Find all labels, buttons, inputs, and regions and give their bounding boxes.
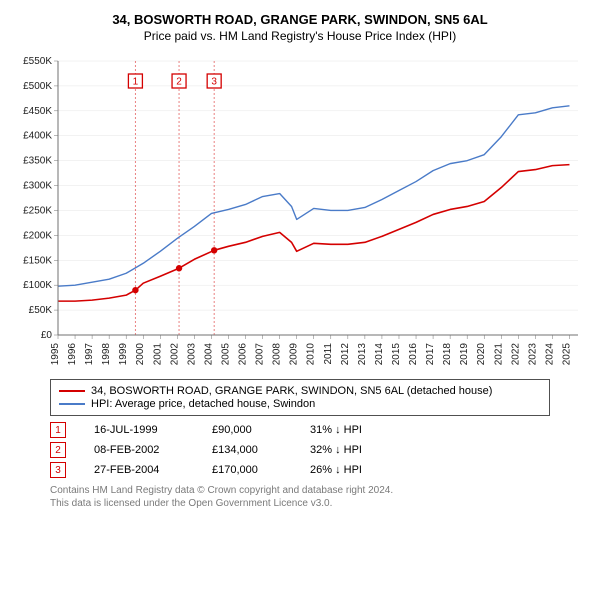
svg-text:2016: 2016: [408, 343, 419, 366]
svg-text:£100K: £100K: [23, 280, 52, 291]
svg-text:2020: 2020: [476, 343, 487, 366]
sale-date: 16-JUL-1999: [94, 424, 184, 436]
svg-text:1: 1: [133, 77, 139, 88]
svg-text:2015: 2015: [391, 343, 402, 366]
footer-line-1: Contains HM Land Registry data © Crown c…: [50, 484, 550, 497]
legend-swatch: [59, 403, 85, 405]
svg-text:2007: 2007: [255, 343, 266, 366]
svg-text:£400K: £400K: [23, 131, 52, 142]
svg-text:2008: 2008: [272, 343, 283, 366]
svg-text:2014: 2014: [374, 343, 385, 366]
sales-table: 1 16-JUL-1999 £90,000 31% ↓ HPI 2 08-FEB-2002…: [50, 422, 550, 478]
legend-label: HPI: Average price, detached house, Swin…: [91, 398, 315, 410]
svg-text:2023: 2023: [527, 343, 538, 366]
svg-text:£300K: £300K: [23, 181, 52, 192]
svg-text:£350K: £350K: [23, 156, 52, 167]
sale-row: 1 16-JUL-1999 £90,000 31% ↓ HPI: [50, 422, 550, 438]
sale-diff: 26% ↓ HPI: [310, 464, 390, 476]
svg-text:2012: 2012: [340, 343, 351, 366]
svg-text:£550K: £550K: [23, 56, 52, 67]
svg-text:£150K: £150K: [23, 255, 52, 266]
svg-text:2001: 2001: [152, 343, 163, 366]
sale-diff: 32% ↓ HPI: [310, 444, 390, 456]
svg-text:1996: 1996: [67, 343, 78, 366]
sale-marker: 3: [50, 462, 66, 478]
svg-text:£200K: £200K: [23, 230, 52, 241]
svg-text:2004: 2004: [203, 343, 214, 366]
svg-text:2003: 2003: [186, 343, 197, 366]
svg-text:£500K: £500K: [23, 81, 52, 92]
sale-date: 08-FEB-2002: [94, 444, 184, 456]
sale-price: £170,000: [212, 464, 282, 476]
line-chart: 1 2 3 £0 £50K £100K £150K £200K £250K £300K £350K £…: [10, 51, 590, 371]
svg-text:1997: 1997: [84, 343, 95, 366]
chart-title: 34, BOSWORTH ROAD, GRANGE PARK, SWINDON,…: [10, 12, 590, 27]
legend-label: 34, BOSWORTH ROAD, GRANGE PARK, SWINDON,…: [91, 385, 492, 397]
sale-marker: 2: [50, 442, 66, 458]
svg-text:1998: 1998: [101, 343, 112, 366]
sale-diff: 31% ↓ HPI: [310, 424, 390, 436]
svg-text:2021: 2021: [493, 343, 504, 366]
chart-subtitle: Price paid vs. HM Land Registry's House …: [10, 29, 590, 43]
sale-row: 3 27-FEB-2004 £170,000 26% ↓ HPI: [50, 462, 550, 478]
sale-date: 27-FEB-2004: [94, 464, 184, 476]
svg-text:£250K: £250K: [23, 205, 52, 216]
svg-text:2025: 2025: [561, 343, 572, 366]
chart-container: 1 2 3 £0 £50K £100K £150K £200K £250K £300K £350K £…: [10, 51, 590, 371]
svg-text:2011: 2011: [323, 343, 334, 365]
footer-attribution: Contains HM Land Registry data © Crown c…: [50, 484, 550, 510]
svg-text:2000: 2000: [135, 343, 146, 366]
svg-text:£50K: £50K: [29, 305, 53, 316]
svg-text:2013: 2013: [357, 343, 368, 366]
sale-price: £134,000: [212, 444, 282, 456]
svg-text:1999: 1999: [118, 343, 129, 366]
svg-text:2017: 2017: [425, 343, 436, 366]
legend-item: 34, BOSWORTH ROAD, GRANGE PARK, SWINDON,…: [59, 385, 541, 397]
svg-text:3: 3: [211, 77, 217, 88]
svg-text:£0: £0: [41, 330, 53, 341]
sale-price: £90,000: [212, 424, 282, 436]
legend-swatch: [59, 390, 85, 392]
svg-text:2019: 2019: [459, 343, 470, 366]
svg-text:2005: 2005: [220, 343, 231, 366]
sale-row: 2 08-FEB-2002 £134,000 32% ↓ HPI: [50, 442, 550, 458]
svg-text:2: 2: [176, 77, 182, 88]
svg-text:2002: 2002: [169, 343, 180, 366]
svg-text:2018: 2018: [442, 343, 453, 366]
legend: 34, BOSWORTH ROAD, GRANGE PARK, SWINDON,…: [50, 379, 550, 416]
legend-item: HPI: Average price, detached house, Swin…: [59, 398, 541, 410]
svg-text:1995: 1995: [50, 343, 61, 366]
svg-text:2009: 2009: [289, 343, 300, 366]
footer-line-2: This data is licensed under the Open Gov…: [50, 497, 550, 510]
svg-text:2022: 2022: [510, 343, 521, 366]
svg-text:2024: 2024: [544, 343, 555, 366]
svg-text:2006: 2006: [238, 343, 249, 366]
sale-marker: 1: [50, 422, 66, 438]
svg-text:2010: 2010: [306, 343, 317, 366]
svg-text:£450K: £450K: [23, 106, 52, 117]
